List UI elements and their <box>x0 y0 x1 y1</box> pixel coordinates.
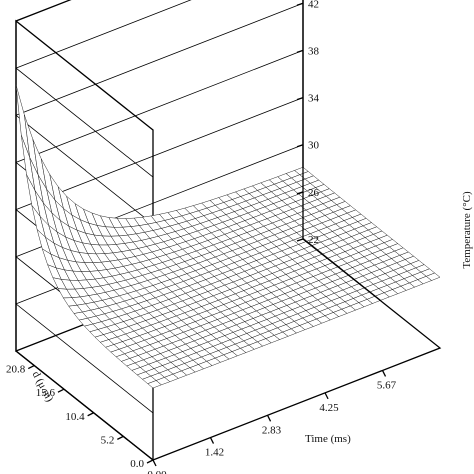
z-tick-label: 34 <box>308 93 320 105</box>
x-tick-label: 2.83 <box>262 424 282 436</box>
y-tick-label: 5.2 <box>101 434 115 446</box>
y-tick-mark <box>27 364 35 370</box>
x-tick-mark <box>266 415 272 422</box>
y-tick-mark <box>117 435 124 440</box>
z-tick-label: 22 <box>308 234 319 246</box>
x-tick-label: 4.25 <box>319 402 339 414</box>
z-tick-label: 38 <box>308 45 320 57</box>
front-frame <box>15 0 442 461</box>
z-tick-mark <box>296 96 304 101</box>
z-tick-mark <box>296 191 304 195</box>
z-tick-label: 30 <box>308 140 320 152</box>
z-tick-mark <box>296 144 304 148</box>
z-gridline <box>15 2 304 225</box>
floor-edges <box>15 238 442 461</box>
surface-cell <box>426 272 441 281</box>
x-tick-mark <box>209 437 215 444</box>
z-tick-label: 26 <box>308 187 320 199</box>
z-tick-mark <box>296 49 304 54</box>
z-tick-mark <box>296 2 304 6</box>
z-tick-label: 42 <box>308 0 319 10</box>
temperature-surface <box>15 84 441 389</box>
y-tick-label: 10.4 <box>65 411 85 423</box>
x-tick-mark <box>381 370 387 377</box>
z-axis-label: Temperature (°C) <box>461 191 473 269</box>
x-axis-ticks: 0.00 1.42 2.83 4.25 5.67 <box>147 370 397 474</box>
y-tick-label: 15.6 <box>36 387 56 399</box>
z-tick-mark <box>296 238 304 242</box>
y-tick-mark <box>57 388 65 393</box>
y-tick-label: 20.8 <box>6 364 26 376</box>
x-tick-label: 1.42 <box>205 447 224 459</box>
y-tick-mark <box>87 412 94 417</box>
x-tick-mark <box>152 459 157 467</box>
x-tick-label: 0.00 <box>147 469 167 474</box>
y-tick-label: 0.0 <box>130 458 144 470</box>
z-axis-ticks: 2226303438424650 <box>296 0 320 246</box>
y-axis-ticks: 0.0 5.2 10.4 15.6 20.8 <box>6 364 154 470</box>
x-tick-label: 5.67 <box>377 379 397 391</box>
x-tick-mark <box>324 392 329 400</box>
y-tick-mark <box>146 459 154 464</box>
x-axis-label: Time (ms) <box>305 433 351 445</box>
z-gridline <box>15 0 192 178</box>
